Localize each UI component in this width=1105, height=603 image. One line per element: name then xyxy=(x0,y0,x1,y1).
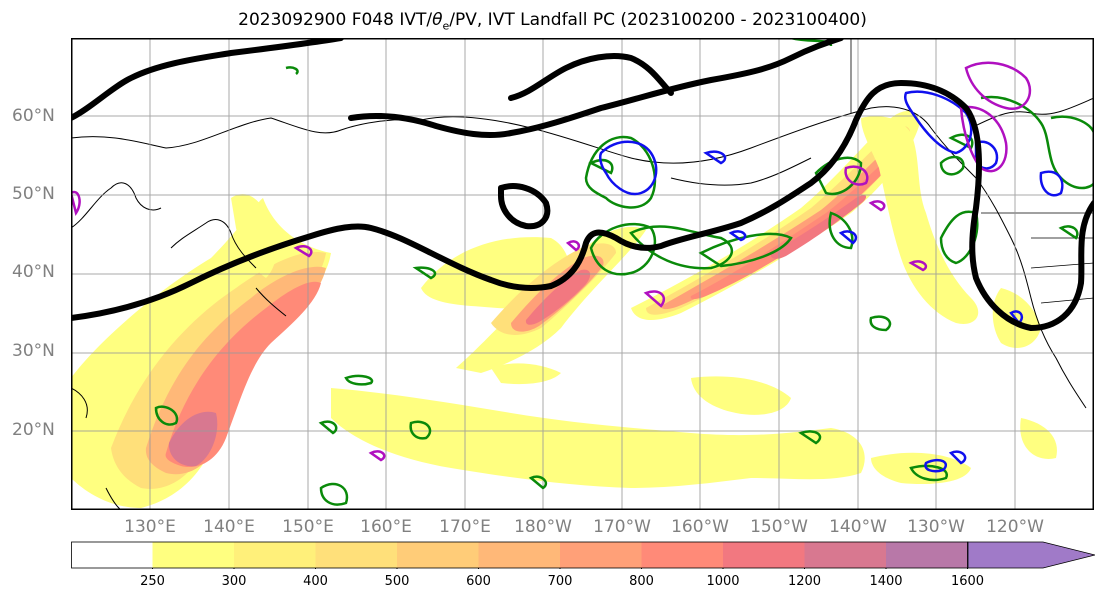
colorbar-segment xyxy=(234,542,316,568)
colorbar-tick-label: 1600 xyxy=(950,574,985,589)
colorbar-tick-label: 300 xyxy=(221,574,247,589)
colorbar-segment xyxy=(804,542,887,568)
title-theta-subscript: e xyxy=(442,19,450,33)
chart-title: 2023092900 F048 IVT/θe/PV, IVT Landfall … xyxy=(0,10,1105,32)
colorbar-tick-label: 250 xyxy=(140,574,165,589)
lon-label-130e: 130°E xyxy=(124,517,176,537)
title-prefix: 2023092900 F048 IVT/ xyxy=(238,10,433,30)
map-panel xyxy=(71,38,1094,510)
landfall-pc-negative-contours xyxy=(71,61,1032,462)
lon-label-170e: 170°E xyxy=(439,517,491,537)
pv-contours xyxy=(71,38,1094,331)
gridlines xyxy=(71,38,1094,510)
title-suffix: /PV, IVT Landfall PC (2023100200 - 20231… xyxy=(449,10,867,30)
lon-label-150e: 150°E xyxy=(282,517,334,537)
colorbar-tick-label: 800 xyxy=(629,574,654,589)
colorbar-segment xyxy=(478,542,561,568)
colorbar-segment xyxy=(723,542,805,568)
lon-label-170w: 170°W xyxy=(593,517,651,537)
colorbar-tick-label: 1200 xyxy=(787,574,822,589)
colorbar-segment xyxy=(315,542,398,568)
theta-e-contours xyxy=(154,38,1094,506)
colorbar-segment xyxy=(71,542,153,568)
lat-label-30n: 30°N xyxy=(12,341,55,361)
map-frame xyxy=(71,38,1094,510)
colorbar-tick-label: 700 xyxy=(547,574,573,589)
colorbar-segment xyxy=(560,542,642,568)
lat-label-50n: 50°N xyxy=(12,184,55,204)
colorbar-segment xyxy=(152,542,235,568)
lon-label-140w: 140°W xyxy=(829,517,887,537)
lat-label-60n: 60°N xyxy=(12,106,55,126)
colorbar-tick-label: 400 xyxy=(303,574,328,589)
ivt-colorbar xyxy=(71,541,1095,569)
lon-label-140e: 140°E xyxy=(203,517,255,537)
colorbar-frame xyxy=(71,541,969,569)
lon-label-180w: 180°W xyxy=(514,517,572,537)
colorbar-segment xyxy=(641,542,724,568)
landfall-pc-positive-contours xyxy=(598,90,1064,473)
colorbar-tick-label: 1400 xyxy=(869,574,903,589)
lat-label-40n: 40°N xyxy=(12,262,55,282)
lat-label-20n: 20°N xyxy=(12,420,55,440)
ivt-filled-contours xyxy=(71,111,1057,508)
lon-label-120w: 120°W xyxy=(986,517,1044,537)
lon-label-160e: 160°E xyxy=(360,517,412,537)
colorbar-segment xyxy=(397,542,479,568)
lon-label-130w: 130°W xyxy=(907,517,965,537)
colorbar-segment xyxy=(886,542,968,568)
colorbar-tick-label: 1000 xyxy=(706,574,740,589)
lon-label-150w: 150°W xyxy=(750,517,808,537)
colorbar-tick-label: 600 xyxy=(466,574,491,589)
colorbar-tick-label: 500 xyxy=(384,574,410,589)
lon-label-160w: 160°W xyxy=(671,517,729,537)
title-theta: θ xyxy=(432,10,443,30)
colorbar-extend-arrow xyxy=(967,541,1095,569)
